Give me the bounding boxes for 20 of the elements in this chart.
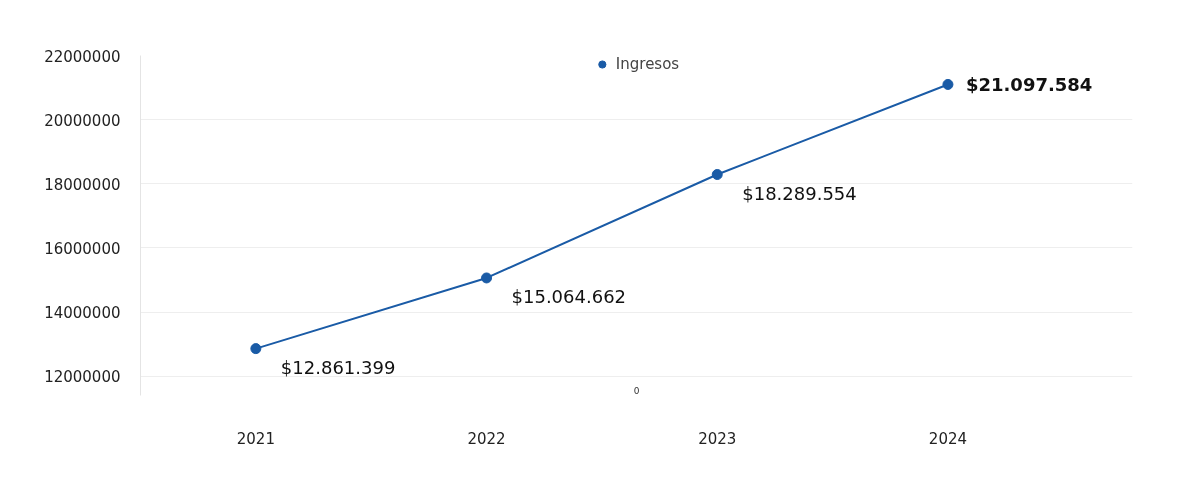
data-label: $18.289.554 [742, 182, 857, 204]
annotation: 0 [633, 385, 640, 396]
y-tick-label: 20000000 [44, 111, 121, 130]
point [711, 169, 723, 180]
point [250, 343, 262, 355]
y-tick-label: 22000000 [44, 47, 121, 66]
data-label: $12.861.399 [280, 356, 396, 378]
data-label: $21.097.584 [965, 73, 1093, 95]
x-tick-label: 2024 [928, 429, 968, 448]
y-tick-label: 12000000 [44, 368, 121, 387]
point [942, 78, 954, 90]
x-tick-label: 2023 [698, 429, 737, 448]
x-tick-label: 2022 [467, 429, 506, 448]
y-tick-label: 16000000 [44, 239, 121, 258]
y-tick-label: 14000000 [44, 304, 121, 323]
point [481, 272, 493, 284]
y-tick-label: 18000000 [44, 175, 121, 194]
x-tick-label: 2021 [236, 429, 275, 448]
data-label: $15.064.662 [511, 285, 627, 307]
legend-label: Ingresos [615, 55, 680, 73]
